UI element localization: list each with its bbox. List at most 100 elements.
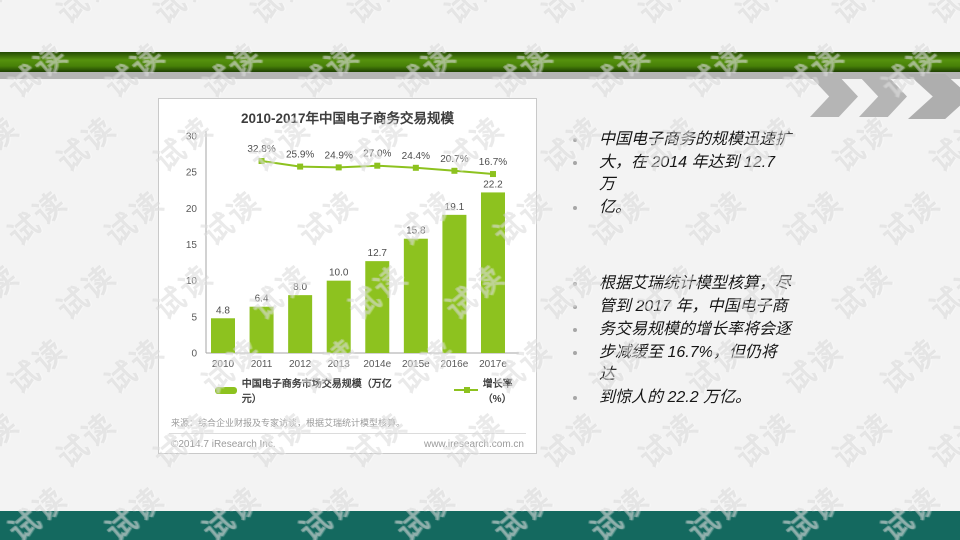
svg-text:2013: 2013	[328, 359, 351, 370]
watermark-text: 试读	[434, 0, 513, 32]
watermark-text: 试读	[536, 406, 609, 475]
header-gray-strip	[0, 72, 960, 79]
watermark-text: 试读	[51, 110, 124, 179]
svg-text:2012: 2012	[289, 359, 312, 370]
chart-card: 2010-2017年中国电子商务交易规模 0 5 10 15 20 25 30 4.8 2010…	[158, 98, 537, 454]
watermark-text: 试读	[51, 258, 124, 327]
svg-text:10: 10	[186, 276, 198, 287]
watermark-text: 试读	[919, 0, 960, 32]
bullet-text: 根据艾瑞统计模型核算，尽	[599, 275, 792, 292]
svg-text:4.8: 4.8	[216, 305, 230, 316]
watermark-text: 试读	[51, 406, 124, 475]
bullet-text: 中国电子商务的规模迅速扩	[599, 131, 792, 148]
svg-text:32.8%: 32.8%	[247, 144, 275, 155]
watermark-text: 试读	[822, 0, 901, 32]
svg-text:12.7: 12.7	[368, 248, 388, 259]
footer-teal-bar	[0, 511, 960, 540]
svg-text:10.0: 10.0	[329, 268, 349, 279]
bullet-dot	[573, 351, 577, 355]
svg-text:2011: 2011	[251, 359, 273, 370]
chart-plot: 0 5 10 15 20 25 30 4.8 2010 6.4 2011 8.0 2012 10.0 201…	[186, 131, 519, 370]
bullet-item: 到惊人的 22.2 万亿。	[570, 387, 892, 409]
bullet-item: 中国电子商务的规模迅速扩	[570, 129, 892, 151]
svg-text:0: 0	[191, 349, 197, 360]
bullet-item: 管到 2017 年，中国电子商	[570, 296, 892, 318]
watermark-text: 试读	[240, 0, 319, 32]
bar-swatch-icon	[215, 386, 237, 394]
legend-item-bar: 中国电子商务市场交易规模（万亿元）	[215, 375, 396, 405]
bullet-dot	[573, 138, 577, 142]
legend-label-line: 增长率（%）	[482, 379, 513, 405]
svg-text:16.7%: 16.7%	[479, 157, 507, 168]
watermark-text: 试读	[0, 406, 27, 475]
watermark-text: 试读	[725, 0, 804, 32]
bullet-item: 根据艾瑞统计模型核算，尽	[570, 273, 892, 295]
watermark-text: 试读	[633, 406, 706, 475]
svg-text:2014e: 2014e	[363, 359, 391, 370]
svg-text:20: 20	[186, 204, 198, 215]
chart-footer: ©2014.7 iResearch Inc. www.iresearch.com…	[171, 439, 524, 450]
chart-website: www.iresearch.com.cn	[423, 439, 524, 450]
divider	[169, 433, 526, 434]
bullet-group-1: 中国电子商务的规模迅速扩 大，在 2014 年达到 12.7 万 亿。	[570, 129, 892, 220]
watermark-text: 试读	[924, 258, 960, 327]
chevron-right-icon	[810, 76, 858, 117]
watermark-text: 试读	[531, 0, 610, 32]
chart-legend: 中国电子商务市场交易规模（万亿元） 增长率（%）	[159, 375, 536, 405]
watermark-text: 试读	[730, 406, 803, 475]
svg-text:15.8: 15.8	[406, 226, 426, 237]
watermark-text: 试读	[2, 332, 75, 401]
bullet-text: 大，在 2014 年达到 12.7 万	[599, 154, 776, 193]
svg-text:24.9%: 24.9%	[325, 150, 353, 161]
watermark-text: 试读	[628, 0, 707, 32]
svg-text:2016e: 2016e	[441, 359, 469, 370]
legend-item-line: 增长率（%）	[454, 375, 536, 405]
svg-text:25.9%: 25.9%	[286, 150, 314, 161]
svg-text:30: 30	[186, 132, 198, 143]
watermark-text: 试读	[46, 0, 125, 32]
bullet-text: 亿。	[599, 199, 632, 216]
bullet-item: 亿。	[570, 197, 892, 219]
header-green-bar	[0, 52, 960, 72]
svg-text:27.0%: 27.0%	[363, 149, 391, 160]
watermark-text: 试读	[0, 110, 27, 179]
chart-copyright: ©2014.7 iResearch Inc.	[171, 439, 276, 450]
watermark-text: 试读	[337, 0, 416, 32]
line-swatch-icon	[454, 387, 478, 393]
svg-text:19.1: 19.1	[445, 202, 465, 213]
watermark-text: 试读	[924, 406, 960, 475]
svg-text:15: 15	[186, 240, 198, 251]
bullet-group-2: 根据艾瑞统计模型核算，尽 管到 2017 年，中国电子商 务交易规模的增长率将会…	[570, 273, 892, 410]
chart-title: 2010-2017年中国电子商务交易规模	[240, 111, 455, 126]
svg-text:2017e: 2017e	[479, 359, 507, 370]
bullet-dot	[573, 305, 577, 309]
watermark-text: 试读	[0, 0, 27, 32]
svg-text:25: 25	[186, 168, 198, 179]
svg-text:2010: 2010	[212, 359, 235, 370]
svg-text:24.4%: 24.4%	[402, 151, 430, 162]
bullet-dot	[573, 328, 577, 332]
bullet-item: 务交易规模的增长率将会逐	[570, 319, 892, 341]
svg-text:8.0: 8.0	[293, 282, 307, 293]
watermark-text: 试读	[2, 184, 75, 253]
bullet-text: 步减缓至 16.7%，但仍将 达	[599, 344, 777, 383]
bullet-text: 管到 2017 年，中国电子商	[599, 298, 788, 315]
bullet-dot	[573, 161, 577, 165]
bullet-dot	[573, 396, 577, 400]
svg-text:5: 5	[191, 312, 197, 323]
svg-text:20.7%: 20.7%	[440, 154, 468, 165]
bullet-dot	[573, 206, 577, 210]
svg-text:6.4: 6.4	[255, 294, 269, 305]
bullet-text: 到惊人的 22.2 万亿。	[599, 389, 752, 406]
chart-source: 来源：综合企业财报及专家访谈，根据艾瑞统计模型核算。	[171, 418, 406, 428]
legend-label-bar: 中国电子商务市场交易规模（万亿元）	[241, 379, 392, 405]
bullet-item: 大，在 2014 年达到 12.7 万	[570, 152, 892, 196]
watermark-text: 试读	[0, 258, 27, 327]
svg-text:22.2: 22.2	[483, 179, 503, 190]
bullet-item: 步减缓至 16.7%，但仍将 达	[570, 342, 892, 386]
watermark-text: 试读	[143, 0, 222, 32]
watermark-text: 试读	[827, 406, 900, 475]
chevron-right-icon	[908, 74, 960, 119]
chevron-right-icon	[859, 76, 907, 117]
